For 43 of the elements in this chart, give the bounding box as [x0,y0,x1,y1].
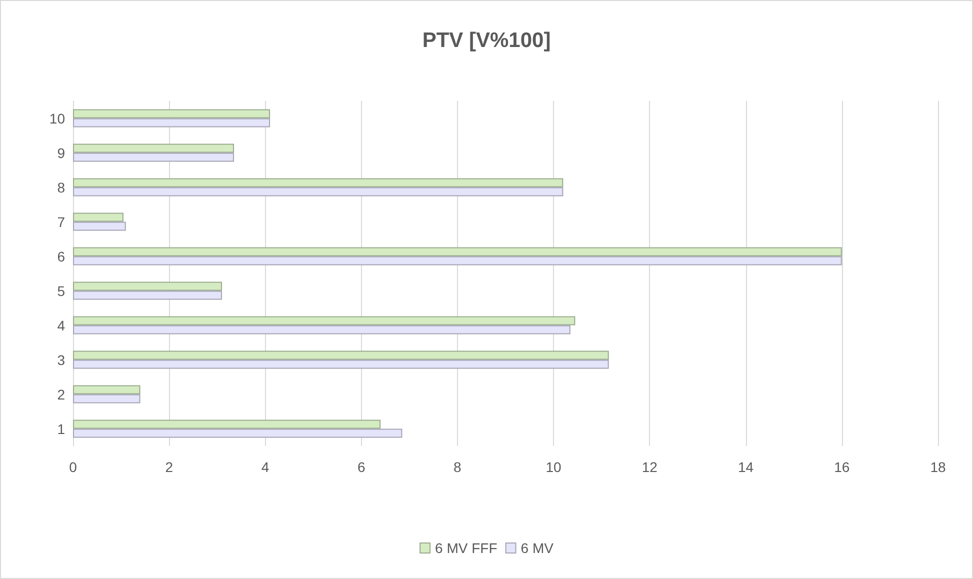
bar [73,144,234,153]
x-tick-label: 0 [69,459,78,475]
bar [73,290,222,300]
bar [73,212,124,222]
y-tick-label: 9 [57,144,66,161]
bar [73,282,222,291]
x-tick-label: 16 [834,459,850,475]
y-tick-label: 1 [57,420,66,437]
chart-title: PTV [V%100] [422,29,551,52]
y-tick-label: 8 [57,179,66,196]
bar [73,385,140,394]
bar [73,256,842,266]
bar [73,394,140,404]
bar [73,360,609,369]
y-tick-label: 6 [57,248,66,264]
x-tick-label: 10 [546,459,562,475]
bar [73,222,126,231]
bar [73,316,576,326]
y-tick-label: 7 [57,214,66,230]
x-tick-label: 14 [738,459,754,475]
bar [73,428,402,438]
bar [73,109,270,118]
y-tick-label: 4 [57,317,66,334]
bar [73,152,234,162]
y-tick-label: 10 [49,110,66,126]
bar [73,325,570,334]
bar [73,420,381,429]
x-tick-label: 12 [642,459,658,475]
y-tick-label: 5 [57,282,66,299]
x-tick-label: 18 [930,459,946,475]
bar [73,247,842,256]
bar [73,187,564,196]
x-tick-label: 2 [165,459,174,475]
x-tick-label: 6 [357,459,366,475]
y-tick-label: 3 [57,352,66,368]
y-tick-label: 2 [57,386,66,402]
legend-label: 6 MV [520,540,554,556]
x-tick-label: 8 [454,459,462,475]
bar [73,350,609,360]
bar [73,118,270,128]
x-tick-label: 4 [261,459,270,475]
bar [73,178,564,188]
legend-label: 6 MV FFF [435,540,498,556]
